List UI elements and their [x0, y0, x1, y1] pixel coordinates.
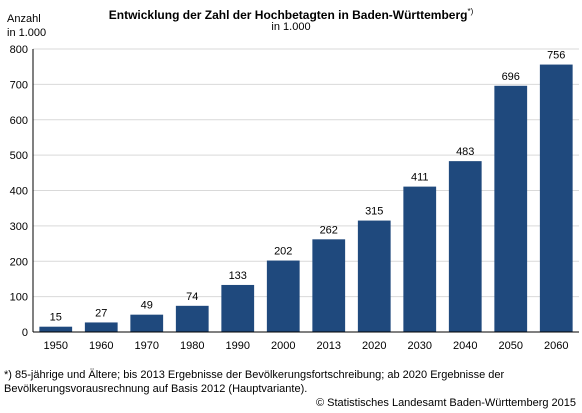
data-label: 74 [186, 291, 198, 303]
bar [266, 260, 300, 332]
x-tick-label: 1950 [44, 340, 68, 352]
bar [448, 161, 482, 332]
bar [39, 326, 73, 332]
chart-subtitle: in 1.000 [271, 21, 311, 33]
bar [130, 314, 164, 332]
x-tick-label: 2000 [271, 340, 295, 352]
x-tick-label: 1980 [180, 340, 204, 352]
data-label: 27 [95, 307, 107, 319]
bar [494, 85, 528, 332]
bar [221, 284, 255, 332]
footnote-line1: *) 85-jährige und Ältere; bis 2013 Ergeb… [4, 369, 505, 381]
bar [539, 64, 573, 332]
x-tick-label: 2060 [544, 340, 568, 352]
y-tick-label: 100 [10, 292, 28, 304]
data-label: 315 [365, 206, 383, 218]
data-label: 411 [411, 172, 429, 184]
data-label: 49 [141, 300, 153, 312]
data-label: 15 [50, 312, 62, 324]
y-tick-label: 400 [10, 186, 28, 198]
x-tick-label: 2050 [499, 340, 523, 352]
y-tick-label: 800 [10, 44, 28, 56]
x-tick-label: 2013 [317, 340, 341, 352]
data-label: 756 [547, 50, 565, 62]
data-label: 133 [229, 270, 247, 282]
title-footnote-marker: *) [467, 7, 474, 16]
y-axis-unit: Anzahl in 1.000 [7, 12, 46, 40]
chart-title: Entwicklung der Zahl der Hochbetagten in… [0, 7, 582, 22]
grid-lines [33, 48, 579, 298]
y-tick-label: 0 [22, 327, 28, 339]
data-label: 696 [502, 71, 520, 83]
footnote-line2: Bevölkerungsvorausrechnung auf Basis 201… [4, 383, 308, 395]
bar-chart: 0 100 200 300 400 500 600 700 800 15 27 49 74 133 202… [10, 44, 579, 352]
y-tick-label: 300 [10, 221, 28, 233]
bar [84, 322, 118, 332]
y-axis-unit-line1: Anzahl [7, 13, 41, 25]
data-labels: 15 27 49 74 133 202 262 315 411 483 696 756 [50, 50, 566, 324]
data-label: 202 [274, 246, 292, 258]
data-label: 262 [320, 224, 338, 236]
y-tick-label: 700 [10, 79, 28, 91]
bar [357, 220, 391, 332]
bar [312, 239, 346, 332]
footnote: *) 85-jährige und Ältere; bis 2013 Ergeb… [4, 368, 578, 396]
source-credit: © Statistisches Landesamt Baden-Württemb… [315, 397, 576, 409]
bar [403, 186, 437, 332]
y-axis-unit-line2: in 1.000 [7, 27, 47, 39]
y-axis-ticks: 0 100 200 300 400 500 600 700 800 [10, 44, 28, 339]
x-tick-label: 1960 [89, 340, 113, 352]
x-tick-label: 1970 [135, 340, 159, 352]
y-tick-label: 500 [10, 150, 28, 162]
x-tick-label: 2040 [453, 340, 477, 352]
y-tick-label: 200 [10, 256, 28, 268]
data-label: 483 [456, 146, 474, 158]
y-tick-label: 600 [10, 115, 28, 127]
bars [39, 64, 573, 332]
bar [175, 305, 209, 332]
x-tick-label: 1990 [226, 340, 250, 352]
x-tick-label: 2030 [408, 340, 432, 352]
chart-title-text: Entwicklung der Zahl der Hochbetagten in… [108, 8, 468, 22]
x-axis-ticks: 1950 1960 1970 1980 1990 2000 2013 2020 2030 2040… [44, 340, 569, 352]
x-tick-label: 2020 [362, 340, 386, 352]
